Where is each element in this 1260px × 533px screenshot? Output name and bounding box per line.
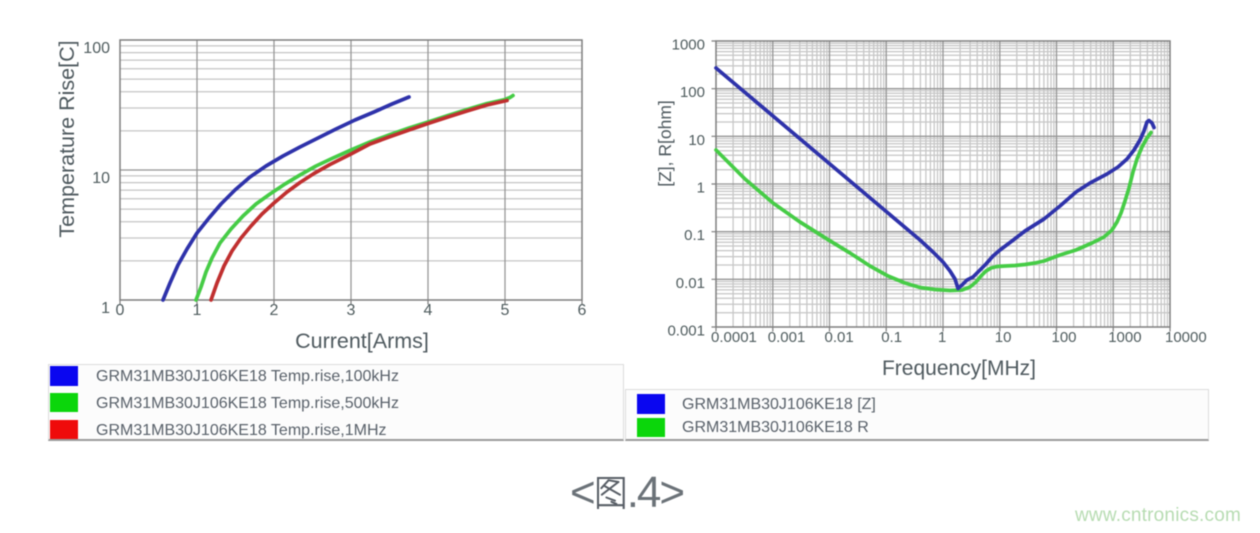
svg-text:1: 1 — [697, 180, 705, 197]
svg-text:100: 100 — [1052, 329, 1077, 346]
svg-text:10: 10 — [92, 170, 110, 187]
svg-text:10000: 10000 — [1165, 329, 1207, 346]
svg-text:0.01: 0.01 — [825, 329, 854, 346]
svg-text:1: 1 — [101, 300, 110, 317]
svg-text:0.001: 0.001 — [667, 323, 705, 340]
svg-text:1000: 1000 — [1108, 329, 1141, 346]
svg-text:Current[Arms]: Current[Arms] — [295, 329, 429, 353]
svg-text:0.1: 0.1 — [684, 227, 705, 244]
svg-text:1: 1 — [938, 329, 946, 346]
svg-text:0.1: 0.1 — [881, 329, 902, 346]
svg-text:Temperature Rise[C]: Temperature Rise[C] — [55, 40, 79, 237]
svg-text:1: 1 — [193, 302, 202, 319]
svg-text:5: 5 — [501, 302, 510, 319]
svg-text:0.001: 0.001 — [768, 329, 806, 346]
svg-text:Frequency[MHz]: Frequency[MHz] — [882, 357, 1036, 380]
svg-text:0.0001: 0.0001 — [711, 329, 757, 346]
svg-text:[Z], R[ohm]: [Z], R[ohm] — [655, 100, 675, 187]
svg-text:100: 100 — [680, 84, 705, 101]
svg-text:4: 4 — [424, 302, 433, 319]
svg-text:10: 10 — [995, 329, 1012, 346]
svg-text:10: 10 — [688, 132, 705, 149]
svg-text:0: 0 — [116, 302, 125, 319]
svg-text:6: 6 — [578, 302, 587, 319]
svg-text:100: 100 — [83, 40, 110, 57]
svg-text:3: 3 — [347, 302, 356, 319]
svg-text:0.01: 0.01 — [676, 275, 705, 292]
svg-text:1000: 1000 — [672, 37, 705, 54]
svg-text:2: 2 — [270, 302, 279, 319]
